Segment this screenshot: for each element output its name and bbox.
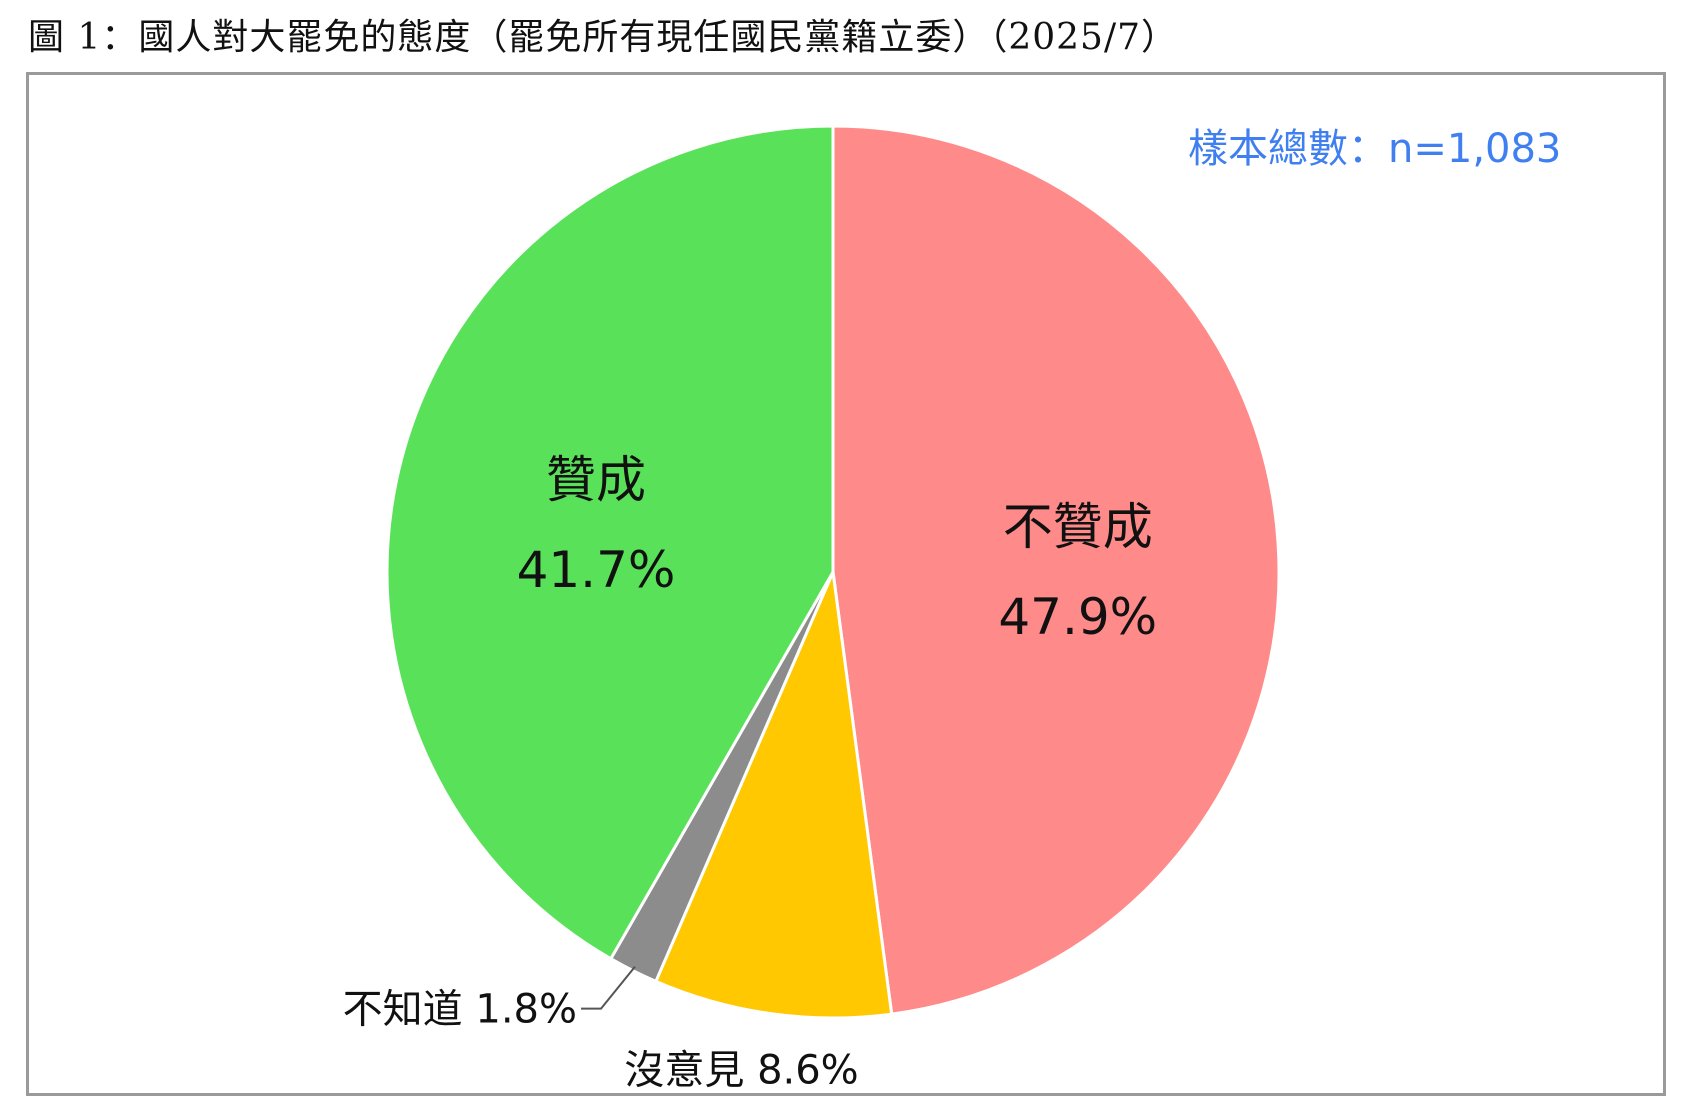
sample-size-note: 樣本總數：n=1,083	[1188, 126, 1562, 172]
slice-label-no-opinion: 沒意見 8.6%	[624, 1048, 858, 1094]
leader-line-dont-know	[581, 966, 636, 1010]
slice-label-disapprove: 不贊成	[1003, 498, 1153, 556]
pie-slice-no-opinion	[653, 566, 894, 1020]
pie-slice-approve	[385, 124, 835, 961]
pie-slice-disapprove	[831, 124, 1281, 1016]
figure-title: 圖 1：國人對大罷免的態度（罷免所有現任國民黨籍立委）（2025/7）	[28, 17, 1178, 58]
slice-label-approve: 贊成	[546, 451, 646, 509]
slice-label-dont-know: 不知道 1.8%	[343, 987, 577, 1033]
slice-value-approve: 41.7%	[517, 541, 676, 599]
pie-labels: 不贊成 47.9% 沒意見 8.6% 不知道 1.8% 贊成 41.7%	[343, 451, 1158, 1094]
pie-slices	[385, 124, 1281, 1020]
slice-value-disapprove: 47.9%	[998, 588, 1157, 646]
